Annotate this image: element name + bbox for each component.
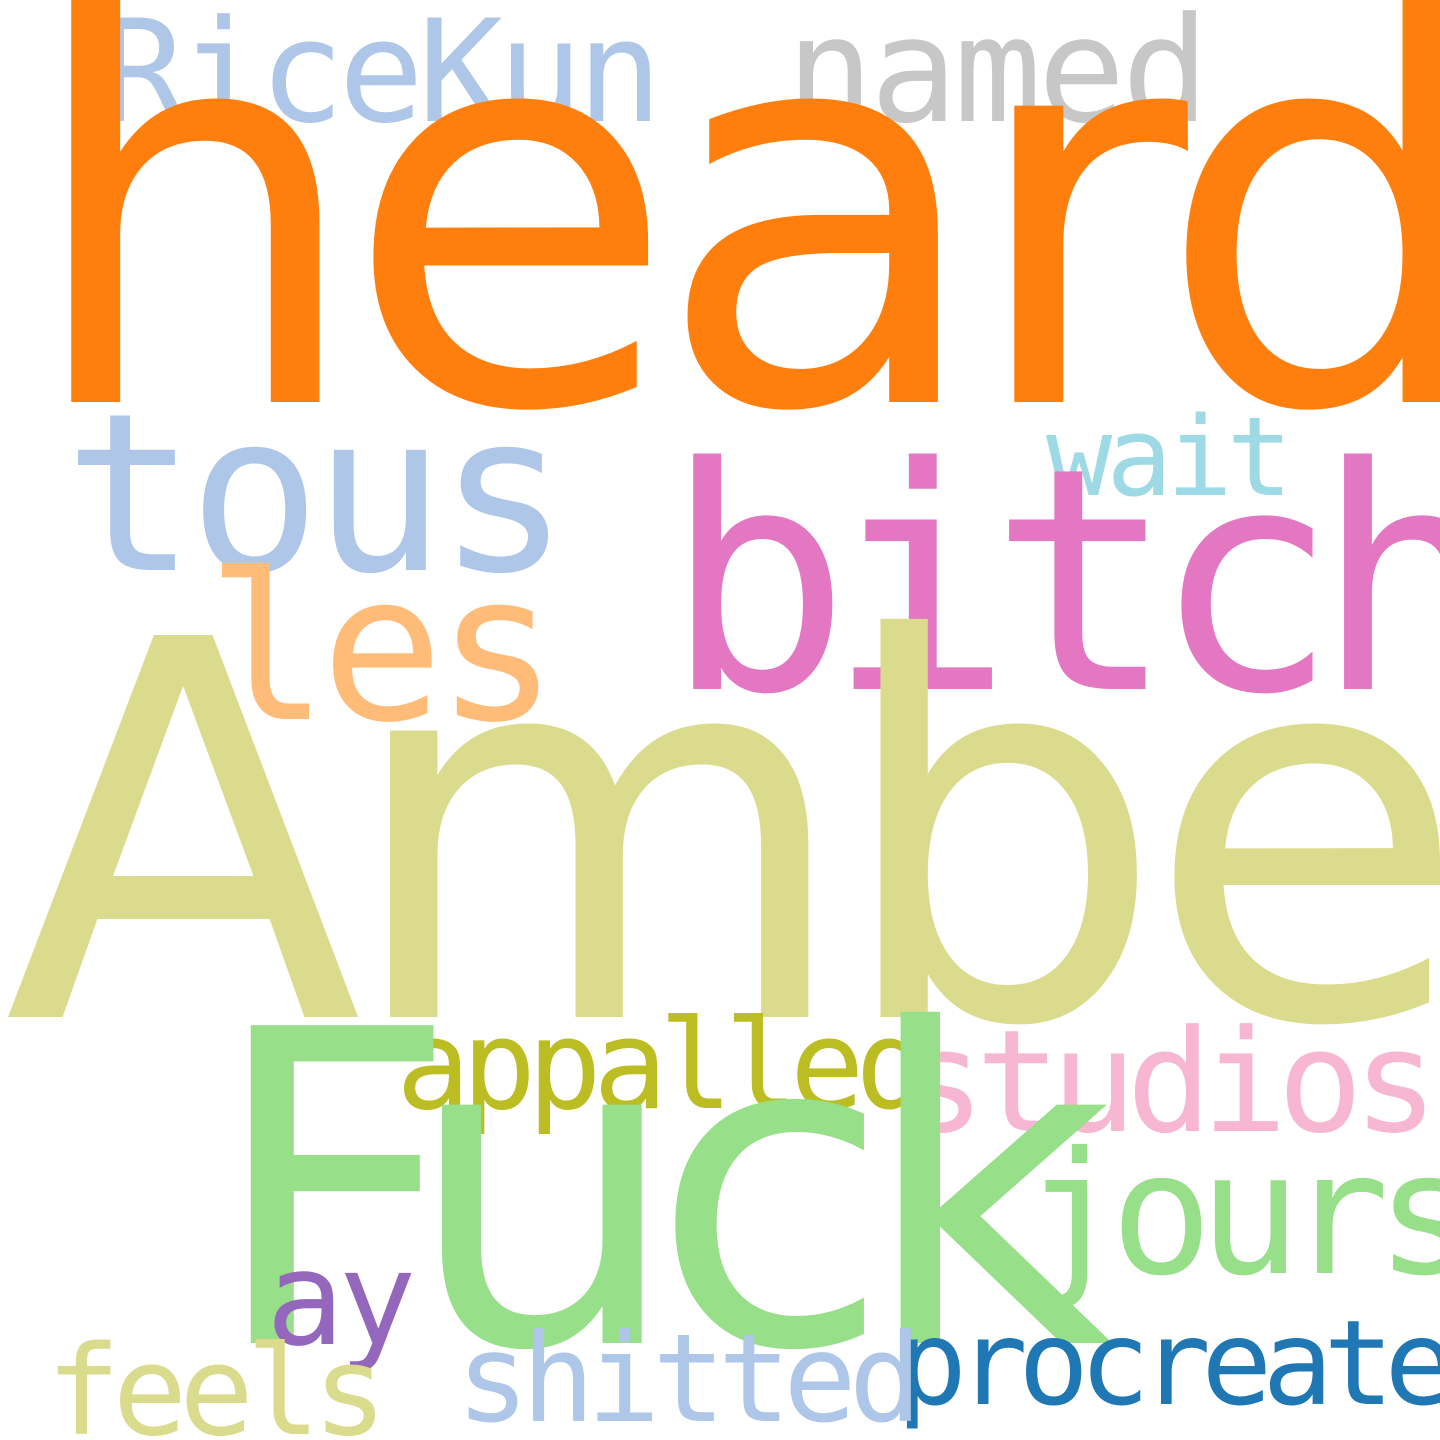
word-named: named <box>786 0 1209 156</box>
word-studios: studios <box>900 1000 1438 1165</box>
word-ay: ay <box>266 1223 417 1375</box>
word-appalled: appalled <box>396 994 930 1138</box>
word-bitch: bitch <box>664 402 1440 763</box>
word-jours: jours <box>1022 1116 1440 1314</box>
word-fuck: Fuck <box>208 938 1114 1440</box>
word-wait: wait <box>1046 393 1293 521</box>
word-les: les <box>206 531 558 768</box>
word-procreate: procreate <box>896 1294 1440 1432</box>
word-ricekun: RiceKun <box>100 0 662 155</box>
word-shitted: shitted <box>456 1308 922 1440</box>
word-amber: Amber <box>4 531 1440 1141</box>
word-tous: tous <box>64 366 570 622</box>
word-feels: feels <box>46 1320 387 1440</box>
word-heard: heard <box>22 0 1440 530</box>
